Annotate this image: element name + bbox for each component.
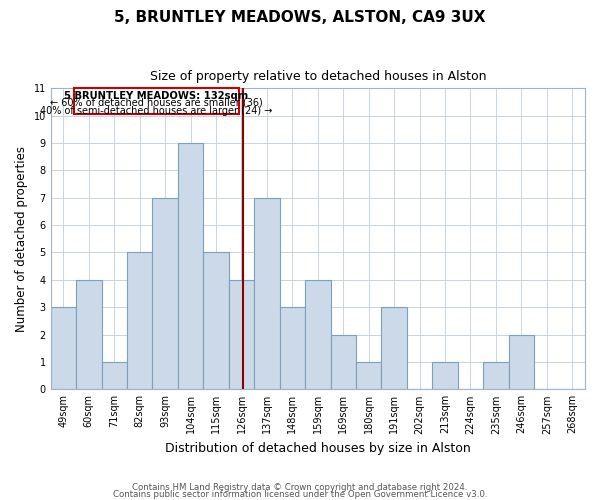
Bar <box>127 252 152 390</box>
Bar <box>331 334 356 390</box>
Bar <box>50 307 76 390</box>
FancyBboxPatch shape <box>74 88 239 115</box>
Bar <box>509 334 534 390</box>
Text: 5, BRUNTLEY MEADOWS, ALSTON, CA9 3UX: 5, BRUNTLEY MEADOWS, ALSTON, CA9 3UX <box>114 10 486 25</box>
Bar <box>254 198 280 390</box>
Bar <box>305 280 331 390</box>
X-axis label: Distribution of detached houses by size in Alston: Distribution of detached houses by size … <box>165 442 471 455</box>
Text: 40% of semi-detached houses are larger (24) →: 40% of semi-detached houses are larger (… <box>40 106 272 116</box>
Text: 5 BRUNTLEY MEADOWS: 132sqm: 5 BRUNTLEY MEADOWS: 132sqm <box>64 91 248 101</box>
Text: Contains public sector information licensed under the Open Government Licence v3: Contains public sector information licen… <box>113 490 487 499</box>
Bar <box>382 307 407 390</box>
Bar <box>356 362 382 390</box>
Bar <box>229 280 254 390</box>
Bar <box>280 307 305 390</box>
Text: Contains HM Land Registry data © Crown copyright and database right 2024.: Contains HM Land Registry data © Crown c… <box>132 484 468 492</box>
Bar <box>76 280 101 390</box>
Bar <box>433 362 458 390</box>
Bar <box>152 198 178 390</box>
Bar <box>483 362 509 390</box>
Title: Size of property relative to detached houses in Alston: Size of property relative to detached ho… <box>149 70 486 83</box>
Text: ← 60% of detached houses are smaller (36): ← 60% of detached houses are smaller (36… <box>50 98 263 108</box>
Bar <box>203 252 229 390</box>
Bar <box>101 362 127 390</box>
Y-axis label: Number of detached properties: Number of detached properties <box>15 146 28 332</box>
Bar <box>178 143 203 390</box>
